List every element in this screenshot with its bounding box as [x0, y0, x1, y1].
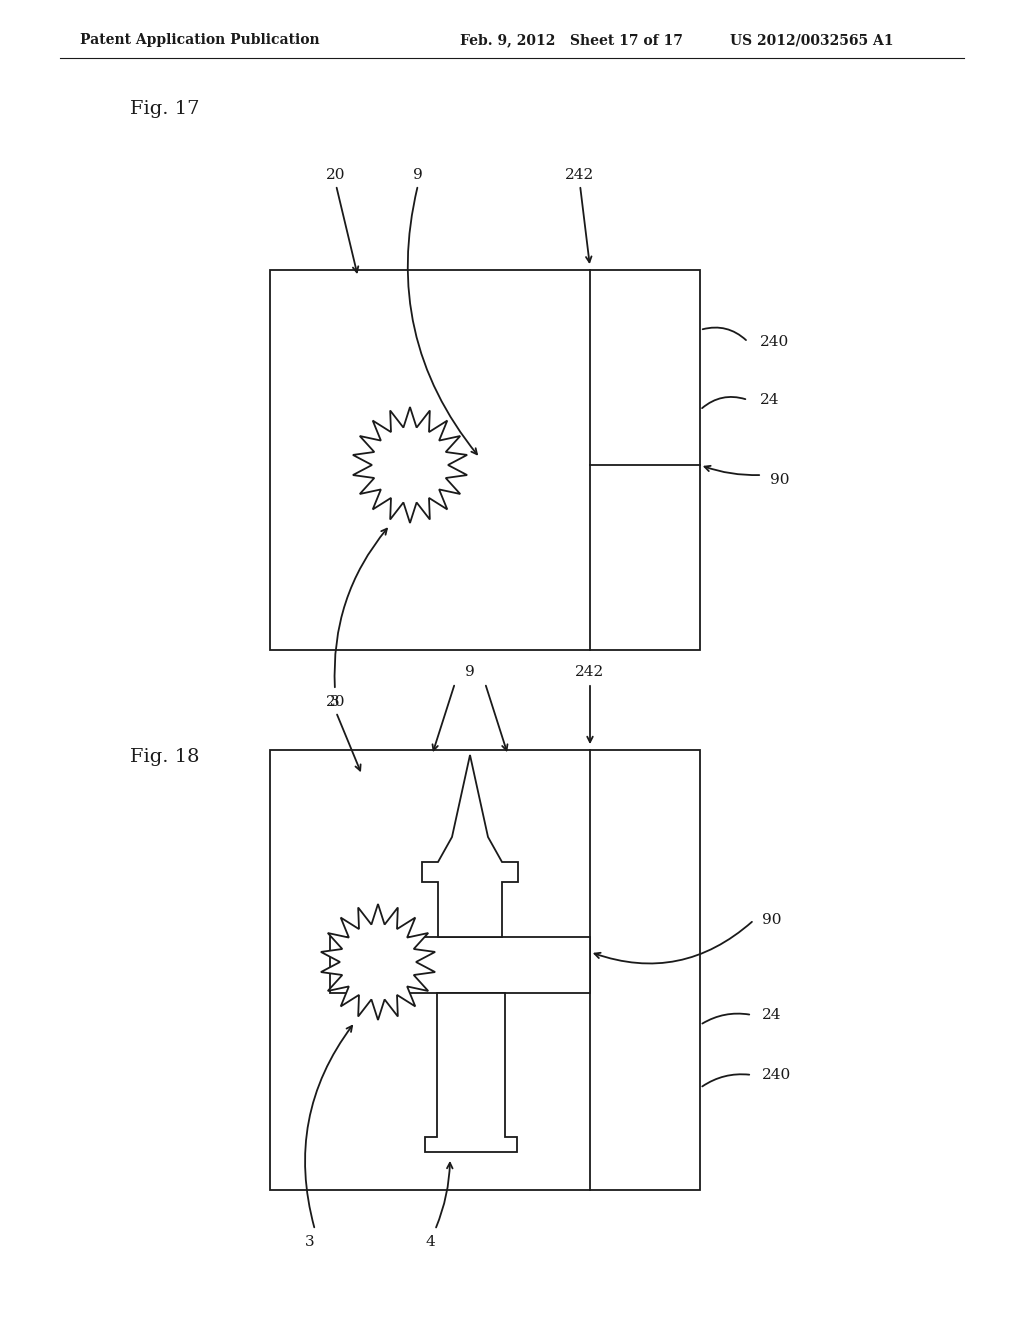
- Text: 24: 24: [762, 1008, 781, 1022]
- Text: 24: 24: [760, 393, 779, 407]
- Text: 242: 242: [575, 665, 604, 678]
- Polygon shape: [321, 904, 435, 1020]
- Bar: [270, 750, 700, 1191]
- Text: 4: 4: [425, 1236, 435, 1249]
- Polygon shape: [422, 755, 518, 937]
- Text: 90: 90: [762, 913, 781, 927]
- Text: 240: 240: [762, 1068, 792, 1082]
- Text: 3: 3: [330, 696, 340, 709]
- Text: 242: 242: [565, 168, 595, 182]
- Text: US 2012/0032565 A1: US 2012/0032565 A1: [730, 33, 894, 48]
- Bar: [330, 937, 590, 993]
- Polygon shape: [353, 407, 467, 523]
- Text: 3: 3: [305, 1236, 314, 1249]
- Text: Fig. 18: Fig. 18: [130, 748, 200, 766]
- Text: Patent Application Publication: Patent Application Publication: [80, 33, 319, 48]
- Text: 9: 9: [413, 168, 423, 182]
- Text: 20: 20: [327, 168, 346, 182]
- Bar: [270, 271, 700, 649]
- Text: 240: 240: [760, 335, 790, 348]
- Text: 90: 90: [770, 473, 790, 487]
- Text: Feb. 9, 2012   Sheet 17 of 17: Feb. 9, 2012 Sheet 17 of 17: [460, 33, 683, 48]
- Text: 9: 9: [465, 665, 475, 678]
- Text: Fig. 17: Fig. 17: [130, 100, 200, 117]
- Polygon shape: [425, 993, 517, 1152]
- Text: 20: 20: [327, 696, 346, 709]
